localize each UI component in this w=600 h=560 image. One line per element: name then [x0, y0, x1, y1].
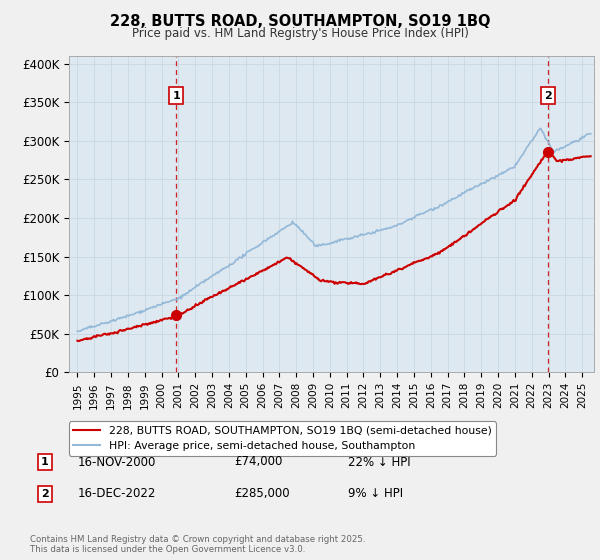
Text: £74,000: £74,000	[234, 455, 283, 469]
Text: 16-NOV-2000: 16-NOV-2000	[78, 455, 157, 469]
Text: Contains HM Land Registry data © Crown copyright and database right 2025.
This d: Contains HM Land Registry data © Crown c…	[30, 535, 365, 554]
Text: 22% ↓ HPI: 22% ↓ HPI	[348, 455, 410, 469]
Text: 1: 1	[41, 457, 49, 467]
Text: 1: 1	[172, 91, 180, 101]
Text: Price paid vs. HM Land Registry's House Price Index (HPI): Price paid vs. HM Land Registry's House …	[131, 27, 469, 40]
Text: 2: 2	[41, 489, 49, 499]
Text: 16-DEC-2022: 16-DEC-2022	[78, 487, 157, 501]
Legend: 228, BUTTS ROAD, SOUTHAMPTON, SO19 1BQ (semi-detached house), HPI: Average price: 228, BUTTS ROAD, SOUTHAMPTON, SO19 1BQ (…	[69, 422, 496, 455]
Text: £285,000: £285,000	[234, 487, 290, 501]
Text: 2: 2	[544, 91, 552, 101]
Text: 9% ↓ HPI: 9% ↓ HPI	[348, 487, 403, 501]
Text: 228, BUTTS ROAD, SOUTHAMPTON, SO19 1BQ: 228, BUTTS ROAD, SOUTHAMPTON, SO19 1BQ	[110, 14, 490, 29]
